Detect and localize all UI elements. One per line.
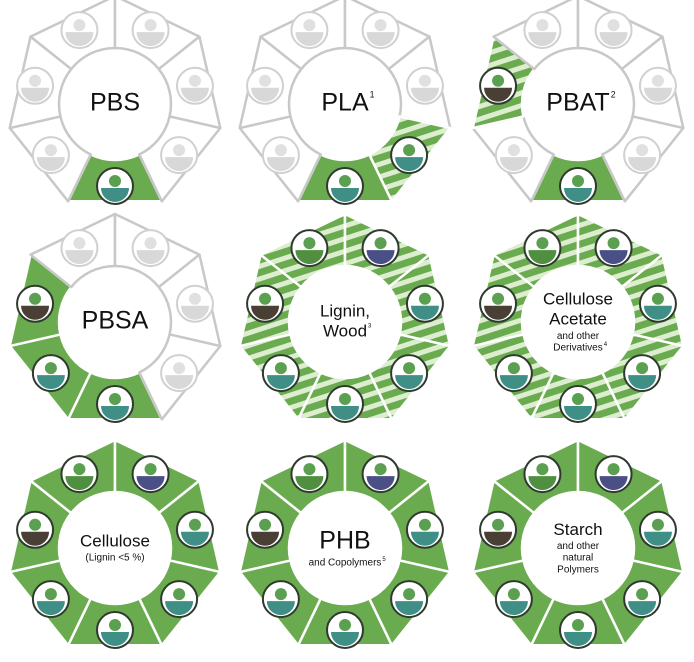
wheel: PHB and Copolymers5 xyxy=(240,440,451,648)
icon-top xyxy=(259,519,271,531)
icon-top xyxy=(419,293,431,305)
wheel-label: natural xyxy=(563,553,594,564)
footnote-mark: 3 xyxy=(368,324,372,330)
icon-top xyxy=(303,463,315,475)
icon-top xyxy=(109,619,121,631)
icon-top xyxy=(652,75,664,87)
icon-top xyxy=(259,75,271,87)
icon-top xyxy=(29,75,41,87)
icon-top xyxy=(492,293,504,305)
icon-top xyxy=(608,237,620,249)
icon-top xyxy=(29,293,41,305)
icon-top xyxy=(45,144,57,156)
icon-top xyxy=(508,362,520,374)
wheel-label: and other xyxy=(557,541,600,552)
wheel-label: PBS xyxy=(90,89,140,117)
footnote-mark: 1 xyxy=(370,90,375,100)
wheel-label: PLA xyxy=(321,89,369,117)
icon-top xyxy=(419,519,431,531)
icon-top xyxy=(173,144,185,156)
icon-top xyxy=(189,293,201,305)
icon-top xyxy=(375,237,387,249)
wheel: PBSA xyxy=(10,214,221,422)
icon-top xyxy=(492,75,504,87)
wheel-label: Cellulose xyxy=(543,290,613,309)
icon-top xyxy=(508,144,520,156)
wheel-label: Polymers xyxy=(557,564,599,575)
icon-top xyxy=(145,19,157,31)
icon-top xyxy=(259,293,271,305)
icon-top xyxy=(73,237,85,249)
icon-top xyxy=(403,144,415,156)
wheel: Lignin, Wood3 xyxy=(240,214,451,422)
icon-top xyxy=(419,75,431,87)
wheel-label: PBSA xyxy=(82,307,149,335)
icon-top xyxy=(189,75,201,87)
icon-top xyxy=(73,19,85,31)
icon-top xyxy=(652,519,664,531)
icon-top xyxy=(572,175,584,187)
icon-top xyxy=(608,463,620,475)
footnote-mark: 2 xyxy=(611,90,616,100)
icon-top xyxy=(636,144,648,156)
icon-top xyxy=(145,463,157,475)
wheel-label: Acetate xyxy=(549,310,607,329)
wheel: Cellulose (Lignin <5 %) xyxy=(10,440,221,648)
icon-top xyxy=(339,175,351,187)
icon-top xyxy=(339,393,351,405)
icon-top xyxy=(375,19,387,31)
icon-top xyxy=(652,293,664,305)
icon-top xyxy=(492,519,504,531)
icon-top xyxy=(636,362,648,374)
icon-top xyxy=(375,463,387,475)
wheel-label: and Copolymers xyxy=(309,557,382,568)
icon-top xyxy=(536,19,548,31)
wheel-label: Cellulose xyxy=(80,532,150,551)
icon-top xyxy=(508,588,520,600)
wheel-label: Wood xyxy=(323,322,367,341)
wheel: PBS xyxy=(10,0,221,204)
wheel-label: Derivatives xyxy=(553,343,602,354)
icon-top xyxy=(29,519,41,531)
icon-top xyxy=(189,519,201,531)
icon-top xyxy=(536,237,548,249)
icon-top xyxy=(109,175,121,187)
footnote-mark: 4 xyxy=(604,342,608,348)
icon-top xyxy=(109,393,121,405)
wheel-label: PHB xyxy=(319,527,370,555)
icon-top xyxy=(275,588,287,600)
icon-top xyxy=(572,619,584,631)
footnote-mark: 5 xyxy=(382,557,386,563)
icon-top xyxy=(608,19,620,31)
wheel-label: and other xyxy=(557,331,600,342)
icon-top xyxy=(536,463,548,475)
wheel: Starch and othernaturalPolymers xyxy=(473,440,684,648)
icon-top xyxy=(339,619,351,631)
wheel-label: Starch xyxy=(553,520,602,539)
wheel-label: PBAT xyxy=(546,89,609,117)
wheel-label: (Lignin <5 %) xyxy=(85,553,144,564)
wheels-figure: PBSPLA1PBAT2PBSALignin,Wood3CelluloseAce… xyxy=(0,0,694,662)
icon-top xyxy=(45,362,57,374)
icon-top xyxy=(45,588,57,600)
icon-top xyxy=(145,237,157,249)
icon-top xyxy=(636,588,648,600)
icon-top xyxy=(275,144,287,156)
icon-top xyxy=(303,19,315,31)
icon-top xyxy=(572,393,584,405)
icon-top xyxy=(275,362,287,374)
icon-top xyxy=(173,588,185,600)
icon-top xyxy=(73,463,85,475)
icon-top xyxy=(403,362,415,374)
icon-top xyxy=(403,588,415,600)
icon-top xyxy=(173,362,185,374)
wheel-label: Lignin, xyxy=(320,301,370,320)
icon-top xyxy=(303,237,315,249)
